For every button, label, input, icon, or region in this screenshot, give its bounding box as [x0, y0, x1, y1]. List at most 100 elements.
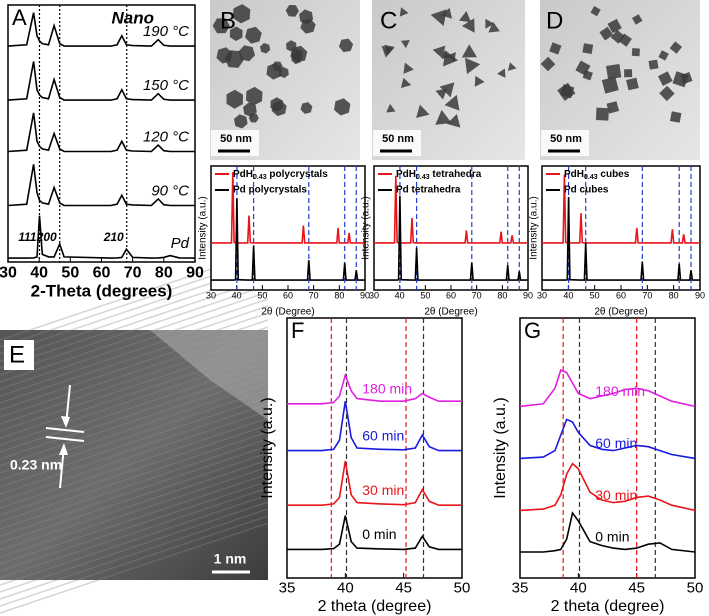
lattice-fringe	[0, 403, 269, 495]
particle	[400, 40, 410, 49]
particle	[403, 62, 414, 74]
y-axis-label: Intensity (a.u.)	[529, 196, 540, 259]
particle	[399, 7, 409, 17]
particle	[416, 104, 430, 118]
particle	[338, 38, 354, 53]
lattice-fringe	[0, 508, 269, 600]
x-axis-label: 2 theta (degree)	[318, 598, 432, 615]
series-line	[519, 368, 696, 408]
particle	[300, 102, 313, 114]
particle	[485, 18, 495, 29]
lattice-line	[45, 436, 85, 442]
plot-frame	[519, 317, 696, 579]
particle	[670, 111, 682, 123]
particle	[658, 71, 673, 86]
particle	[601, 76, 619, 94]
x-tick-label: 70	[642, 291, 652, 301]
particle	[669, 41, 683, 54]
series-label: 120 °C	[143, 128, 189, 145]
lattice-fringe	[0, 515, 269, 607]
particle	[632, 14, 643, 25]
series-line	[7, 12, 195, 47]
x-axis-label: 2θ (Degree)	[424, 307, 477, 318]
particle	[439, 82, 455, 98]
lattice-fringe	[0, 284, 269, 376]
particle	[560, 84, 575, 99]
x-tick-label: 60	[283, 291, 293, 301]
lattice-fringe	[0, 389, 269, 481]
particle	[575, 60, 591, 76]
particle	[474, 75, 485, 87]
particle	[266, 63, 282, 80]
lattice-fringe	[0, 396, 269, 488]
panel-letter: E	[9, 341, 25, 368]
legend-label: Pd polycrystals	[233, 185, 307, 196]
particle	[446, 114, 461, 128]
particle	[582, 43, 594, 54]
x-tick-label: 50	[420, 291, 430, 301]
series-line	[287, 401, 462, 452]
x-axis-label: 2θ (Degree)	[261, 307, 314, 318]
lattice-fringe	[0, 277, 269, 369]
x-tick-label: 60	[446, 291, 456, 301]
scale-label: 50 nm	[220, 133, 252, 145]
lattice-fringe	[0, 375, 269, 467]
annotation: Nano	[112, 8, 155, 27]
particle	[444, 94, 460, 111]
reference-label: 111	[18, 230, 37, 244]
particle	[626, 77, 639, 91]
lattice-fringe	[0, 452, 269, 544]
series-label: 30 min	[362, 482, 404, 498]
panel-letter: F	[291, 318, 304, 343]
x-tick-label: 30	[369, 291, 379, 301]
x-tick-label: 35	[279, 579, 296, 596]
particle	[226, 89, 243, 109]
particle	[549, 42, 562, 55]
lattice-fringe	[0, 291, 269, 383]
particle	[260, 43, 271, 54]
particle	[300, 18, 316, 34]
arrow-head	[59, 443, 68, 455]
particle	[232, 4, 251, 24]
x-tick-label: 90	[523, 291, 533, 301]
legend-label: PdH0.43 tetrahedra	[396, 169, 482, 182]
x-tick-label: 90	[186, 264, 204, 281]
x-tick-label: 90	[360, 291, 370, 301]
x-tick-label: 40	[337, 579, 354, 596]
particle	[443, 50, 459, 67]
x-tick-label: 70	[309, 291, 319, 301]
particle	[461, 18, 475, 33]
particle	[234, 114, 248, 129]
x-tick-label: 80	[669, 291, 679, 301]
y-axis-label: Intensity (a.u.)	[198, 196, 209, 259]
lattice-fringe	[0, 494, 269, 586]
series-line	[287, 372, 462, 405]
x-tick-label: 80	[334, 291, 344, 301]
particle	[334, 98, 351, 116]
particle	[271, 100, 287, 117]
scale-label: 50 nm	[550, 133, 582, 145]
particle	[248, 113, 259, 123]
series-label: 150 °C	[143, 77, 189, 94]
y-axis-label: Intensity (a.u.)	[492, 397, 509, 498]
lattice-line	[45, 427, 85, 433]
series-line	[374, 195, 528, 281]
particle	[631, 48, 640, 57]
series-line	[287, 515, 462, 551]
legend-label: PdH0.43 polycrystals	[233, 169, 328, 182]
particle	[599, 26, 614, 41]
particle	[607, 18, 622, 34]
reference-label: 210	[103, 230, 124, 244]
x-tick-label: 30	[0, 264, 17, 281]
panel-letter: C	[380, 7, 397, 34]
particle	[497, 68, 506, 78]
x-tick-label: 50	[257, 291, 267, 301]
x-tick-label: 60	[93, 264, 111, 281]
particle	[285, 4, 299, 17]
series-label: 30 min	[595, 487, 637, 503]
arrow-head	[61, 416, 70, 428]
x-tick-label: 70	[124, 264, 142, 281]
series-label: 60 min	[362, 427, 404, 443]
lattice-fringe	[0, 424, 269, 516]
